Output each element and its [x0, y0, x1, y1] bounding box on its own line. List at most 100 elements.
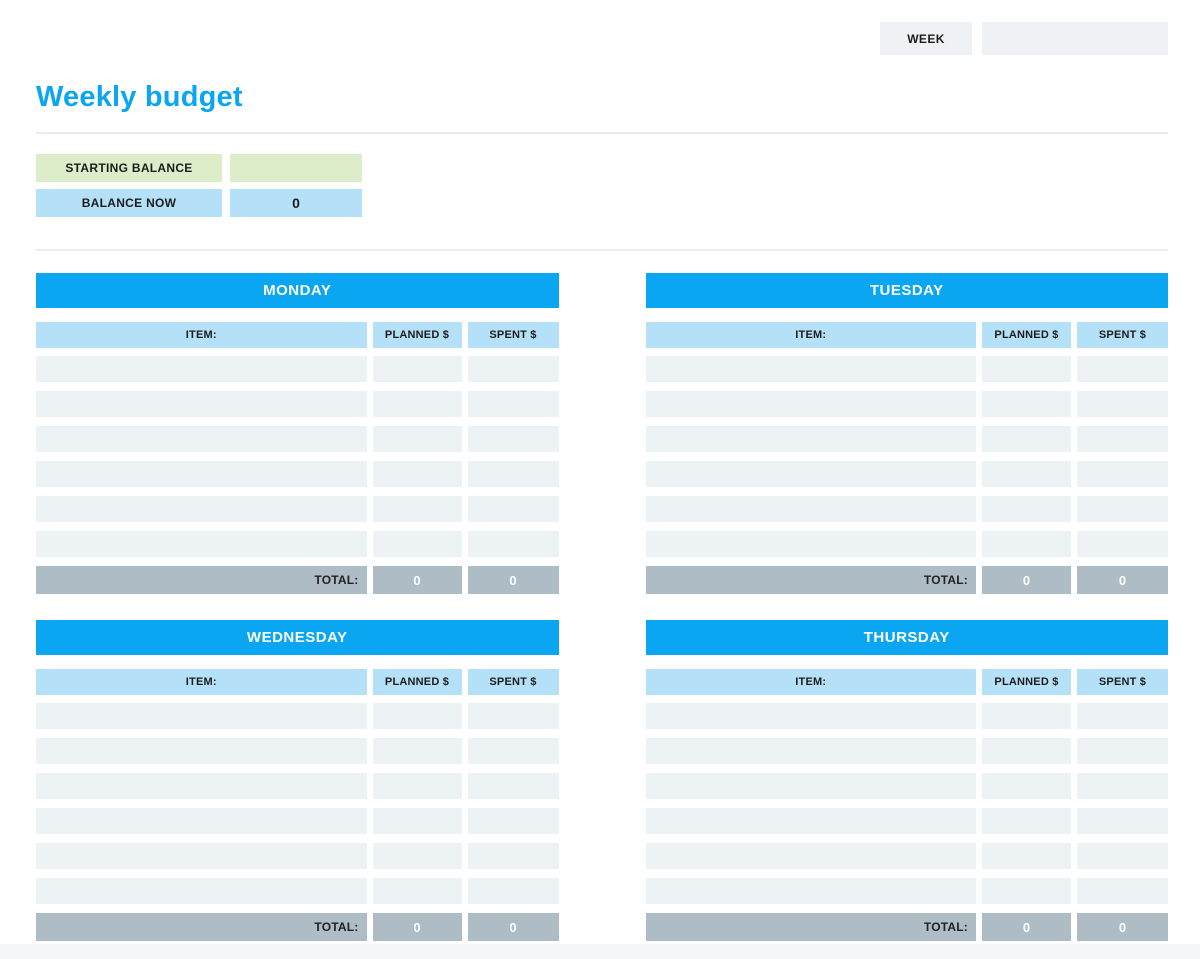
planned-cell[interactable] [372, 808, 462, 834]
item-row [645, 738, 1168, 764]
planned-cell[interactable] [982, 496, 1071, 522]
item-row [36, 808, 559, 834]
planned-cell[interactable] [982, 843, 1071, 869]
spent-cell[interactable] [467, 878, 559, 904]
item-cell[interactable] [36, 461, 367, 487]
item-cell[interactable] [645, 738, 976, 764]
planned-cell[interactable] [372, 773, 462, 799]
item-row [36, 878, 559, 904]
spent-cell[interactable] [467, 773, 559, 799]
planned-cell[interactable] [372, 426, 462, 452]
top-bar: WEEK [0, 0, 1200, 55]
starting-balance-value-cell[interactable] [230, 154, 362, 182]
spent-cell[interactable] [467, 531, 559, 557]
spent-cell[interactable] [467, 808, 559, 834]
planned-column-header: PLANNED $ [982, 669, 1071, 695]
spent-cell[interactable] [1077, 356, 1168, 382]
divider-balance [36, 249, 1168, 251]
spent-cell[interactable] [1077, 773, 1168, 799]
planned-cell[interactable] [982, 461, 1071, 487]
total-spent-cell: 0 [1077, 566, 1168, 594]
day-table: MONDAY ITEM: PLANNED $ SPENT $ TOTAL: 0 … [36, 273, 559, 594]
spent-cell[interactable] [1077, 426, 1168, 452]
column-header-row: ITEM: PLANNED $ SPENT $ [645, 322, 1168, 348]
item-cell[interactable] [645, 808, 976, 834]
spent-cell[interactable] [1077, 703, 1168, 729]
item-cell[interactable] [36, 878, 367, 904]
item-cell[interactable] [645, 391, 976, 417]
total-label: TOTAL: [645, 913, 976, 941]
spent-cell[interactable] [1077, 843, 1168, 869]
item-cell[interactable] [645, 531, 976, 557]
spent-cell[interactable] [467, 496, 559, 522]
balance-now-label: BALANCE NOW [36, 189, 222, 217]
total-spent-cell: 0 [467, 913, 559, 941]
planned-cell[interactable] [982, 531, 1071, 557]
planned-cell[interactable] [982, 703, 1071, 729]
item-cell[interactable] [36, 738, 367, 764]
spent-cell[interactable] [467, 461, 559, 487]
spent-cell[interactable] [1077, 391, 1168, 417]
spent-cell[interactable] [1077, 496, 1168, 522]
planned-cell[interactable] [982, 391, 1071, 417]
spent-cell[interactable] [1077, 738, 1168, 764]
planned-cell[interactable] [982, 808, 1071, 834]
spent-cell[interactable] [1077, 461, 1168, 487]
day-table: TUESDAY ITEM: PLANNED $ SPENT $ TOTAL: 0… [645, 273, 1168, 594]
spent-cell[interactable] [467, 738, 559, 764]
spent-cell[interactable] [1077, 531, 1168, 557]
planned-cell[interactable] [982, 878, 1071, 904]
item-row [645, 426, 1168, 452]
planned-cell[interactable] [372, 843, 462, 869]
item-cell[interactable] [645, 496, 976, 522]
balance-now-value-cell[interactable]: 0 [230, 189, 362, 217]
item-cell[interactable] [36, 531, 367, 557]
planned-cell[interactable] [372, 356, 462, 382]
item-cell[interactable] [36, 843, 367, 869]
item-cell[interactable] [645, 703, 976, 729]
item-cell[interactable] [645, 878, 976, 904]
spent-cell[interactable] [1077, 808, 1168, 834]
total-label: TOTAL: [645, 566, 976, 594]
item-row [36, 496, 559, 522]
column-header-row: ITEM: PLANNED $ SPENT $ [36, 322, 559, 348]
item-cell[interactable] [36, 703, 367, 729]
total-planned-cell: 0 [982, 566, 1071, 594]
item-cell[interactable] [645, 461, 976, 487]
planned-cell[interactable] [982, 773, 1071, 799]
planned-column-header: PLANNED $ [372, 669, 462, 695]
item-cell[interactable] [645, 773, 976, 799]
item-cell[interactable] [645, 356, 976, 382]
item-cell[interactable] [36, 808, 367, 834]
item-row [36, 426, 559, 452]
spent-cell[interactable] [467, 426, 559, 452]
planned-cell[interactable] [372, 531, 462, 557]
planned-cell[interactable] [372, 878, 462, 904]
week-value-cell[interactable] [982, 22, 1168, 55]
planned-cell[interactable] [982, 356, 1071, 382]
item-row [645, 531, 1168, 557]
spent-cell[interactable] [1077, 878, 1168, 904]
item-cell[interactable] [36, 426, 367, 452]
planned-cell[interactable] [372, 496, 462, 522]
planned-cell[interactable] [982, 738, 1071, 764]
planned-cell[interactable] [372, 461, 462, 487]
item-cell[interactable] [645, 426, 976, 452]
item-cell[interactable] [36, 773, 367, 799]
item-cell[interactable] [36, 496, 367, 522]
total-label: TOTAL: [36, 566, 367, 594]
planned-cell[interactable] [982, 426, 1071, 452]
spent-cell[interactable] [467, 356, 559, 382]
divider-top [36, 132, 1168, 134]
item-cell[interactable] [645, 843, 976, 869]
spent-cell[interactable] [467, 843, 559, 869]
item-cell[interactable] [36, 356, 367, 382]
item-row [645, 773, 1168, 799]
item-cell[interactable] [36, 391, 367, 417]
planned-cell[interactable] [372, 738, 462, 764]
starting-balance-label: STARTING BALANCE [36, 154, 222, 182]
planned-cell[interactable] [372, 703, 462, 729]
spent-cell[interactable] [467, 391, 559, 417]
planned-cell[interactable] [372, 391, 462, 417]
spent-cell[interactable] [467, 703, 559, 729]
